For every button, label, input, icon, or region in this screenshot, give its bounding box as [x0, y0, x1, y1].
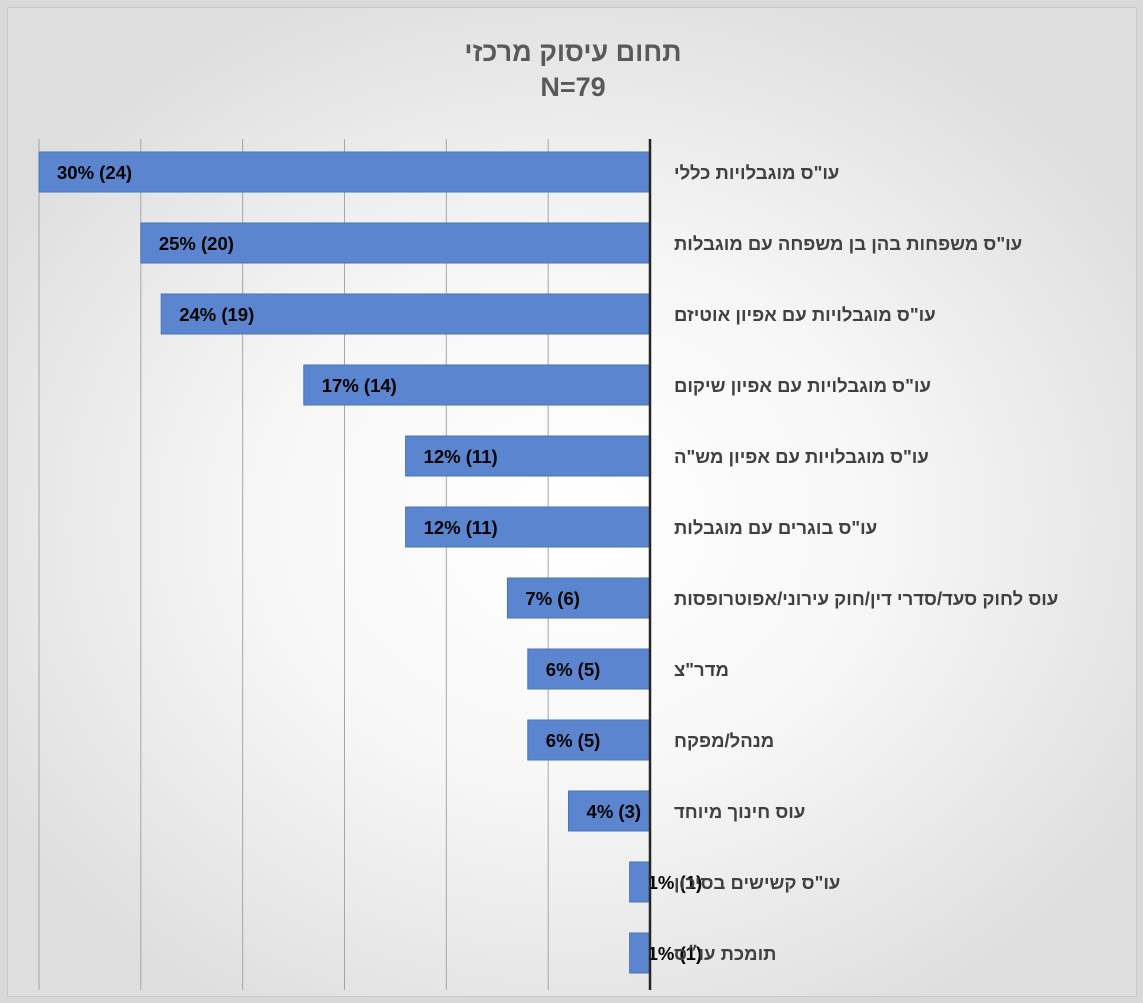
bar [527, 719, 651, 761]
category-label: עו"ס קשישים בסיכון [674, 872, 840, 893]
bars: 30% (24) 25% (20) 24% (19) 17% (14) 12% (11)… [38, 139, 703, 990]
data-label: 12% (11) [424, 446, 498, 467]
data-label: 24% (19) [179, 304, 254, 325]
category-label: מנהל/מפקח [674, 730, 774, 751]
chart: תחום עיסוק מרכזי N=79 30% (24) 25% (20) 24… [38, 37, 1058, 990]
category-label: עו"ס מוגבלויות עם אפיון מש"ה [674, 446, 929, 467]
category-label: עו"ס מוגבלויות עם אפיון שיקום [674, 375, 931, 396]
category-label: עוס לחוק סעד/סדרי דין/חוק עירוני/אפוטרופ… [674, 588, 1058, 609]
data-label: 6% (5) [546, 730, 601, 751]
data-label: 7% (6) [525, 588, 580, 609]
chart-title: תחום עיסוק מרכזי [464, 37, 681, 67]
data-label: 17% (14) [322, 375, 397, 396]
data-label: 30% (24) [57, 162, 132, 183]
category-label: תומכת עו״ס [674, 943, 776, 964]
category-labels: עו"ס מוגבלויות כללי עו"ס משפחות בהן בן מש… [674, 162, 1058, 964]
category-label: עו"ס משפחות בהן בן משפחה עם מוגבלות [674, 233, 1022, 254]
bar [405, 435, 651, 477]
data-label: 1% (1) [648, 872, 703, 893]
data-label: 1% (1) [648, 943, 703, 964]
category-label: עו"ס מוגבלויות כללי [674, 162, 839, 183]
category-label: עוס חינוך מיוחד [674, 801, 805, 822]
chart-subtitle: N=79 [540, 72, 605, 102]
data-label: 12% (11) [424, 517, 498, 538]
data-label: 25% (20) [159, 233, 234, 254]
bar [303, 364, 651, 406]
bar [506, 577, 651, 619]
chart-frame: תחום עיסוק מרכזי N=79 30% (24) 25% (20) 24… [7, 7, 1137, 997]
bar [405, 506, 651, 548]
category-label: מדר"צ [674, 659, 729, 680]
category-label: עו"ס מוגבלויות עם אפיון אוטיזם [674, 304, 936, 325]
data-label: 4% (3) [587, 801, 642, 822]
bar [527, 648, 651, 690]
bar [568, 790, 651, 832]
data-label: 6% (5) [546, 659, 601, 680]
category-label: עו"ס בוגרים עם מוגבלות [674, 517, 877, 538]
bar [38, 151, 651, 193]
gridlines [38, 139, 549, 990]
